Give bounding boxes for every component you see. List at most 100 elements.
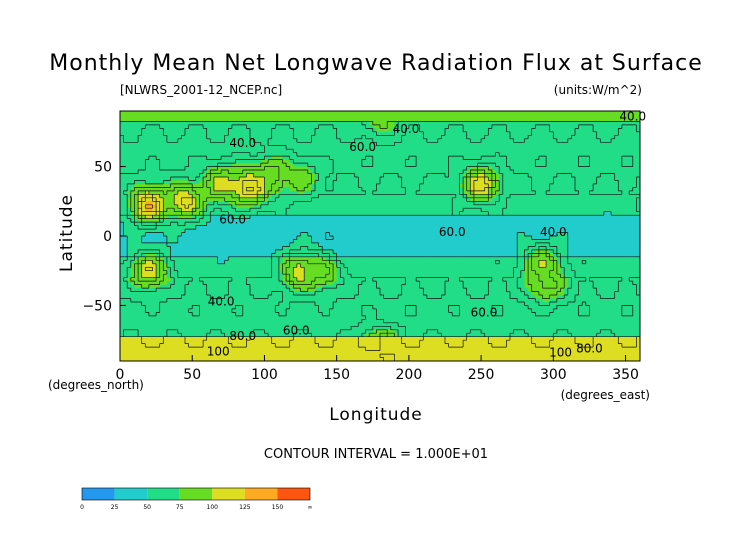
- heatmap-cell: [546, 117, 551, 123]
- heatmap-cell: [502, 114, 507, 119]
- heatmap-cell: [629, 152, 634, 157]
- heatmap-cell: [264, 121, 269, 126]
- heatmap-cell: [217, 142, 222, 147]
- heatmap-cell: [134, 225, 139, 230]
- heatmap-cell: [520, 124, 526, 129]
- heatmap-cell: [571, 135, 576, 140]
- heatmap-cell: [138, 187, 143, 192]
- heatmap-cell: [264, 156, 269, 161]
- heatmap-cell: [445, 201, 450, 206]
- heatmap-cell: [434, 204, 439, 209]
- heatmap-cell: [524, 149, 529, 154]
- heatmap-cell: [333, 117, 338, 123]
- heatmap-cell: [163, 190, 168, 195]
- heatmap-cell: [213, 218, 219, 223]
- heatmap-cell: [614, 215, 619, 220]
- heatmap-cell: [452, 142, 457, 147]
- heatmap-cell: [159, 187, 164, 192]
- heatmap-cell: [578, 152, 583, 157]
- heatmap-cell: [278, 131, 284, 136]
- heatmap-cell: [463, 218, 468, 223]
- heatmap-cell: [621, 187, 627, 192]
- heatmap-cell: [629, 149, 634, 154]
- heatmap-cell: [636, 131, 640, 136]
- heatmap-cell: [145, 208, 150, 213]
- heatmap-cell: [383, 180, 388, 185]
- heatmap-cell: [636, 201, 640, 206]
- heatmap-cell: [553, 124, 558, 129]
- heatmap-cell: [271, 121, 276, 126]
- heatmap-cell: [231, 180, 237, 185]
- heatmap-cell: [260, 194, 266, 199]
- heatmap-cell: [430, 170, 435, 175]
- heatmap-cell: [625, 215, 630, 220]
- heatmap-cell: [145, 211, 150, 216]
- heatmap-cell: [343, 163, 349, 168]
- heatmap-cell: [398, 135, 403, 140]
- heatmap-cell: [206, 225, 211, 230]
- heatmap-cell: [473, 138, 479, 143]
- heatmap-cell: [542, 190, 547, 195]
- heatmap-cell: [535, 204, 540, 209]
- heatmap-cell: [145, 163, 150, 168]
- heatmap-cell: [365, 170, 370, 175]
- heatmap-cell: [380, 128, 385, 133]
- heatmap-cell: [607, 114, 612, 119]
- heatmap-cell: [567, 152, 572, 157]
- heatmap-cell: [296, 215, 302, 220]
- heatmap-cell: [459, 121, 464, 126]
- heatmap-cell: [506, 197, 511, 202]
- heatmap-cell: [221, 145, 226, 150]
- heatmap-cell: [221, 218, 226, 223]
- heatmap-cell: [549, 190, 554, 195]
- heatmap-cell: [166, 159, 172, 164]
- heatmap-cell: [495, 190, 500, 195]
- heatmap-cell: [268, 128, 273, 133]
- heatmap-cell: [491, 176, 497, 182]
- heatmap-cell: [556, 176, 562, 182]
- heatmap-cell: [239, 218, 244, 223]
- heatmap-cell: [481, 131, 486, 136]
- heatmap-cell: [199, 176, 204, 182]
- heatmap-cell: [614, 211, 619, 216]
- heatmap-cell: [434, 111, 439, 116]
- heatmap-cell: [390, 166, 396, 171]
- heatmap-cell: [336, 173, 341, 178]
- heatmap-cell: [477, 117, 482, 123]
- heatmap-cell: [416, 170, 421, 175]
- heatmap-cell: [416, 111, 421, 116]
- heatmap-cell: [575, 225, 580, 230]
- heatmap-cell: [311, 152, 316, 157]
- heatmap-cell: [361, 121, 367, 126]
- heatmap-cell: [271, 183, 276, 188]
- heatmap-cell: [177, 138, 182, 143]
- heatmap-cell: [452, 145, 457, 150]
- heatmap-cell: [491, 111, 497, 116]
- heatmap-cell: [333, 176, 338, 182]
- heatmap-cell: [221, 111, 226, 116]
- heatmap-cell: [188, 201, 193, 206]
- heatmap-cell: [394, 222, 399, 227]
- heatmap-cell: [271, 194, 276, 199]
- heatmap-cell: [542, 152, 547, 157]
- heatmap-cell: [625, 149, 630, 154]
- heatmap-cell: [491, 218, 497, 223]
- heatmap-cell: [614, 135, 619, 140]
- heatmap-cell: [452, 218, 457, 223]
- heatmap-cell: [372, 142, 377, 147]
- heatmap-cell: [123, 111, 128, 116]
- heatmap-cell: [351, 121, 356, 126]
- heatmap-cell: [560, 173, 565, 178]
- heatmap-cell: [123, 204, 128, 209]
- heatmap-cell: [333, 183, 338, 188]
- heatmap-cell: [138, 176, 143, 182]
- heatmap-cell: [322, 163, 327, 168]
- heatmap-cell: [242, 197, 247, 202]
- heatmap-cell: [185, 208, 190, 213]
- heatmap-cell: [611, 159, 616, 164]
- heatmap-cell: [210, 166, 215, 171]
- heatmap-cell: [275, 208, 280, 213]
- heatmap-cell: [351, 204, 356, 209]
- heatmap-cell: [477, 114, 482, 119]
- heatmap-cell: [567, 114, 572, 119]
